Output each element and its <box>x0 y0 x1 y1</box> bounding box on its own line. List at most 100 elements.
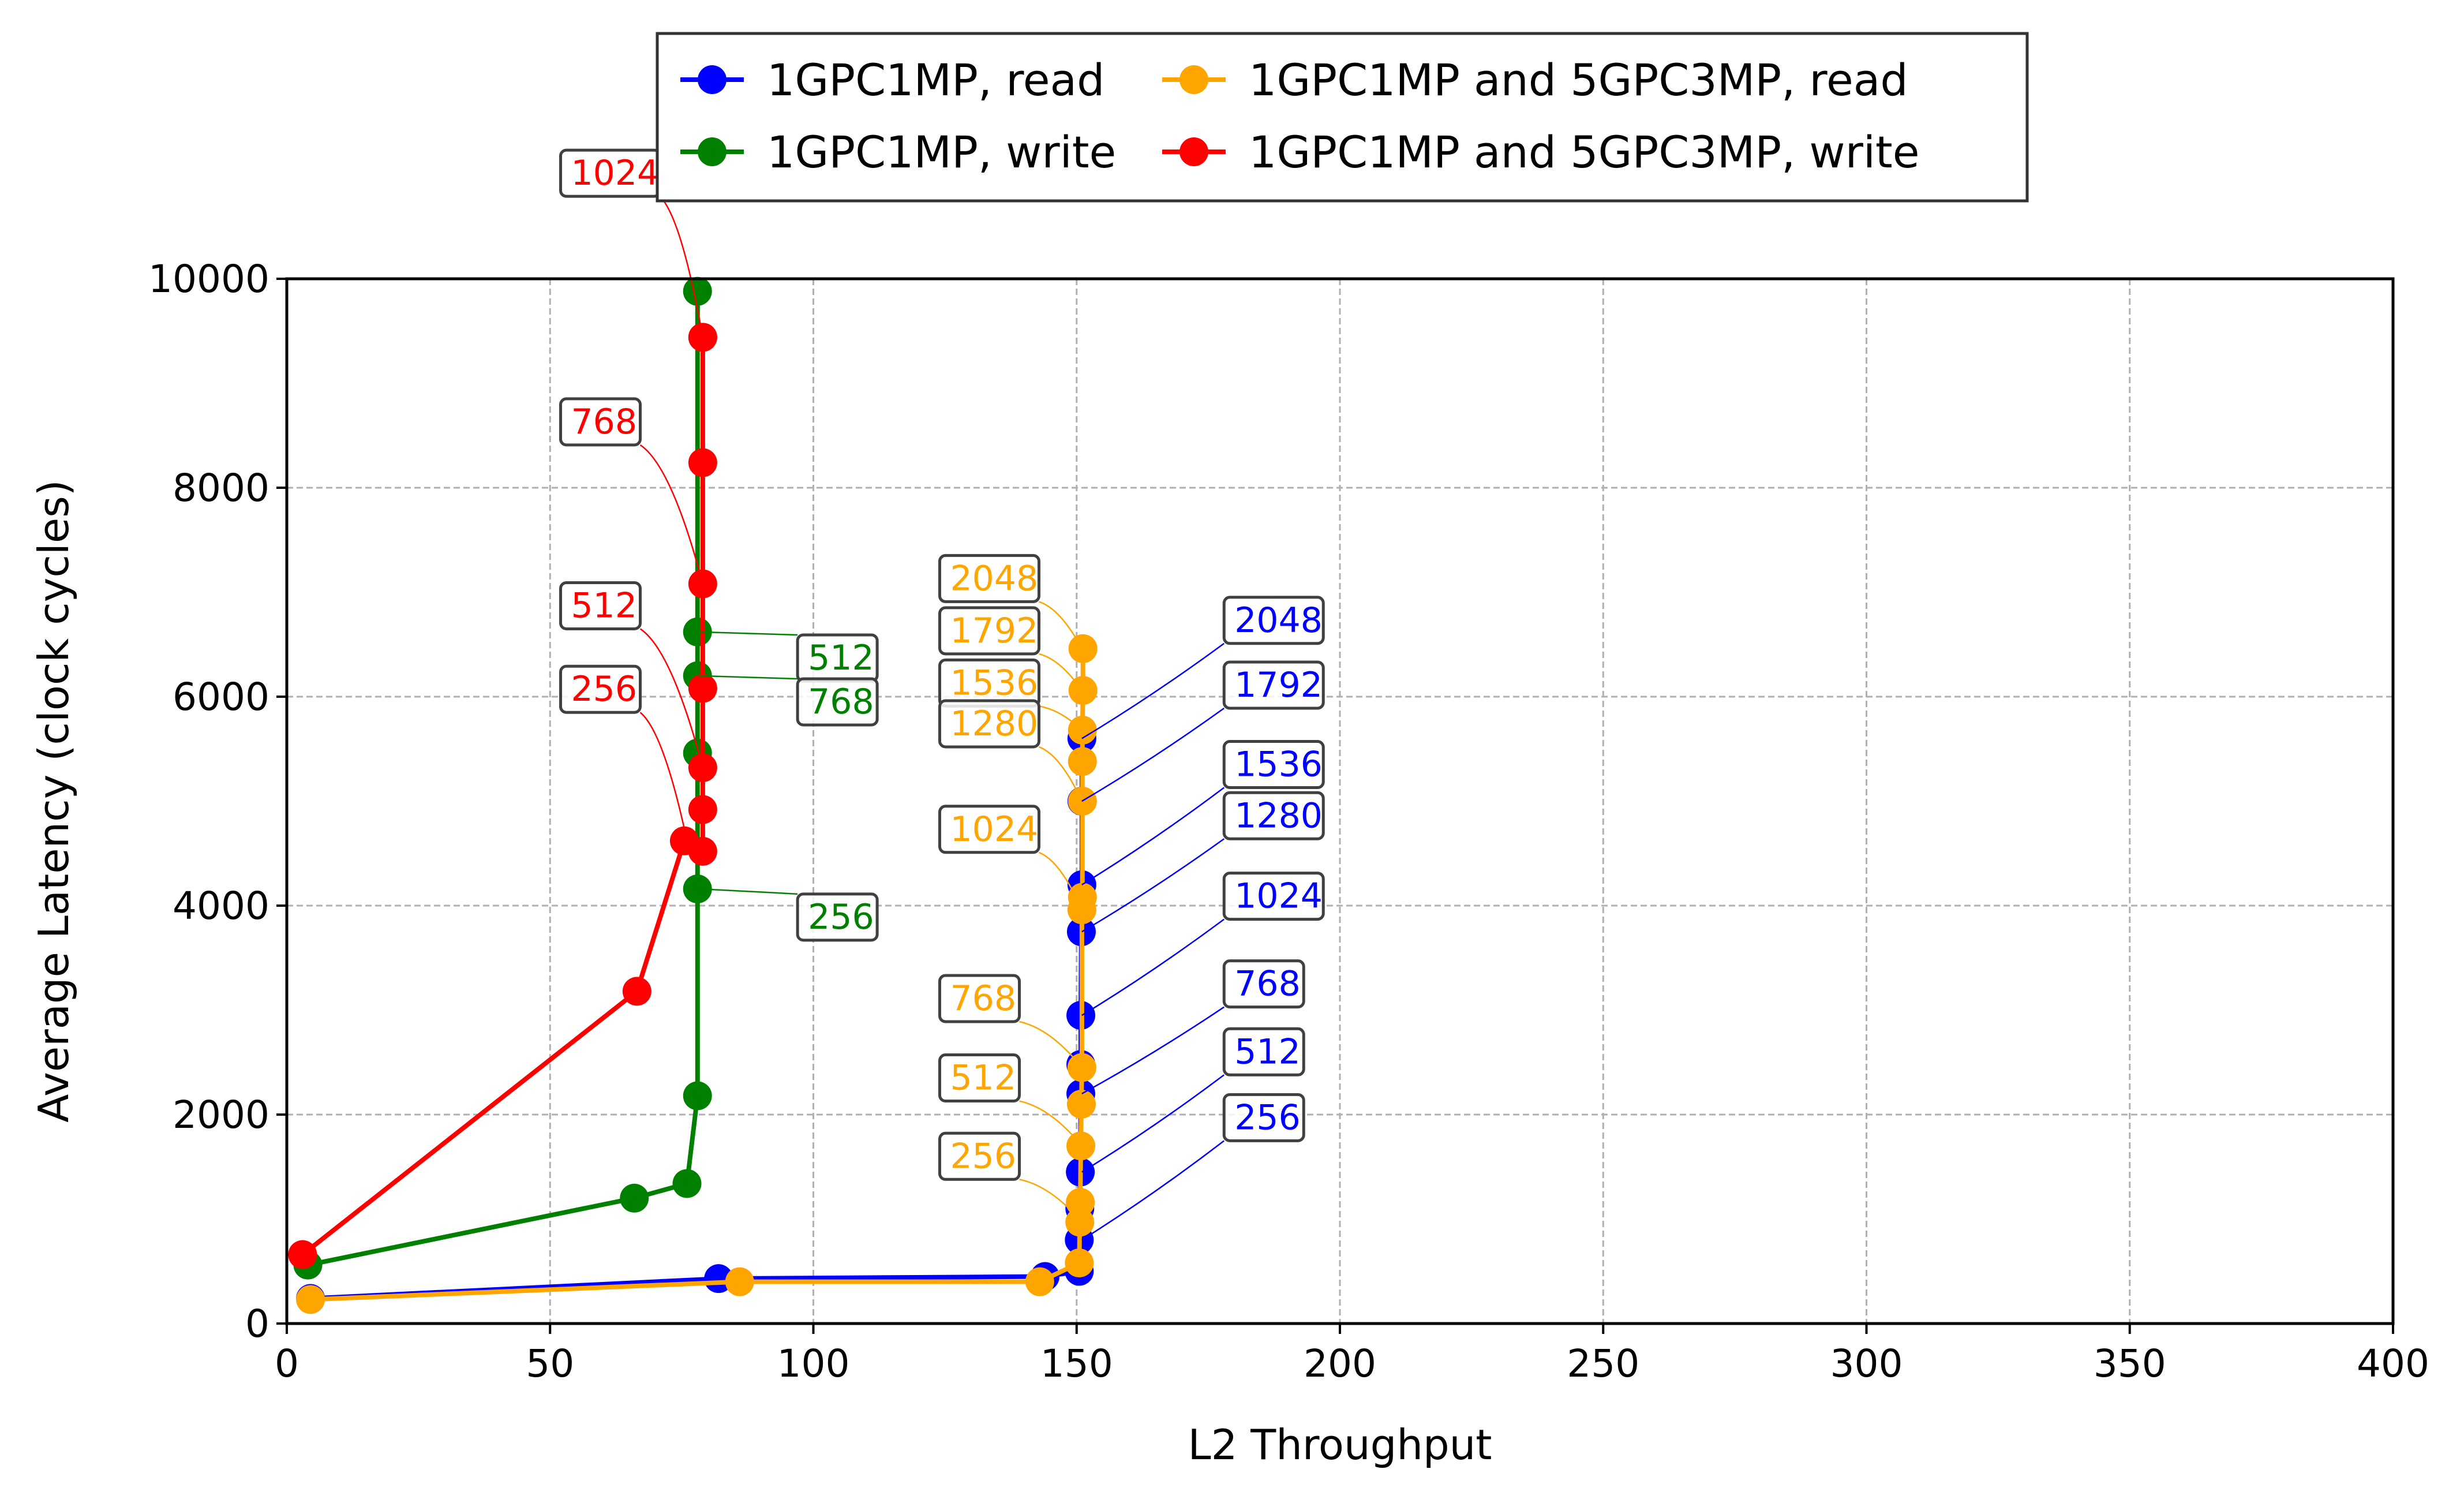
annotation-label: 768 <box>808 682 874 722</box>
annotation: 1280 <box>938 699 1083 802</box>
data-point <box>1066 1188 1095 1217</box>
annotation: 1536 <box>1081 740 1325 885</box>
annotation: 1792 <box>938 606 1083 691</box>
y-tick-label: 0 <box>245 1302 269 1346</box>
y-axis-title: Average Latency (clock cycles) <box>29 480 78 1123</box>
annotation-leader <box>1019 1100 1083 1147</box>
data-point <box>704 1264 733 1294</box>
annotation: 768 <box>559 397 704 584</box>
annotation-box <box>1222 660 1325 710</box>
annotation: 768 <box>938 974 1083 1068</box>
annotation-box <box>1222 1093 1305 1142</box>
annotation: 1536 <box>938 658 1083 731</box>
annotation-box <box>559 397 642 447</box>
annotation-label: 1024 <box>1234 876 1323 917</box>
y-tick-label: 10000 <box>148 257 269 301</box>
legend-marker <box>698 137 727 166</box>
annotation-box <box>796 677 879 727</box>
legend-marker <box>1179 137 1208 166</box>
annotation-box <box>1222 791 1325 840</box>
annotation-leader <box>1081 918 1224 1016</box>
data-point <box>683 1081 712 1111</box>
annotation-leader <box>697 888 798 895</box>
annotation: 1792 <box>1081 660 1325 802</box>
data-point <box>620 1183 649 1213</box>
annotation-leader <box>659 196 704 338</box>
series-1gpc1mp-and-5gpc3mp-read <box>296 634 1098 1314</box>
series-1gpc1mp-and-5gpc3mp-write <box>288 323 717 1269</box>
data-point <box>1025 1267 1054 1296</box>
data-point <box>1068 676 1098 705</box>
data-point <box>688 448 717 477</box>
legend-label: 1GPC1MP, write <box>767 126 1116 178</box>
annotation-label: 512 <box>571 585 638 626</box>
legend-label: 1GPC1MP and 5GPC3MP, read <box>1249 54 1908 106</box>
data-point <box>725 1267 754 1296</box>
annotation-box <box>938 606 1040 656</box>
data-point <box>688 795 717 824</box>
x-tick-label: 300 <box>1830 1341 1903 1386</box>
annotation: 512 <box>938 1053 1083 1147</box>
legend-label: 1GPC1MP, read <box>767 54 1104 106</box>
x-tick-label: 0 <box>275 1341 299 1386</box>
annotation-label: 512 <box>808 638 874 678</box>
annotation-label: 1024 <box>571 153 660 193</box>
annotation-box <box>1222 1027 1305 1076</box>
annotation-label: 256 <box>950 1136 1017 1176</box>
annotation-leader <box>1039 851 1083 910</box>
annotation-layer: 1024768512256512768256204817921536128010… <box>559 148 1325 1241</box>
annotation-box <box>559 581 642 630</box>
annotation-leader <box>1081 1140 1225 1241</box>
annotation-label: 512 <box>1234 1031 1301 1072</box>
annotation: 1024 <box>1081 872 1325 1016</box>
annotation-label: 1536 <box>1234 745 1323 785</box>
data-point <box>1066 1131 1096 1161</box>
data-point <box>683 276 712 306</box>
annotation: 512 <box>1081 1027 1305 1173</box>
data-point <box>1068 883 1097 912</box>
legend-marker <box>698 65 727 94</box>
annotation-leader <box>1039 601 1083 649</box>
annotation: 1280 <box>1081 791 1325 933</box>
y-tick-label: 2000 <box>173 1093 269 1137</box>
data-point <box>288 1240 317 1269</box>
annotation-leader <box>1081 642 1224 739</box>
annotation-box <box>938 699 1040 749</box>
annotation-leader <box>1039 653 1083 691</box>
data-point <box>1066 1089 1096 1119</box>
x-tick-label: 100 <box>777 1341 850 1386</box>
legend: 1GPC1MP, read 1GPC1MP and 5GPC3MP, read 1G… <box>656 32 2029 203</box>
annotation: 256 <box>1081 1093 1305 1241</box>
annotation-box <box>1222 596 1325 645</box>
annotation-leader <box>1019 1179 1083 1223</box>
annotation-label: 1536 <box>950 663 1039 703</box>
x-tick-label: 150 <box>1040 1341 1113 1386</box>
legend-item-1gpc1mp-read: 1GPC1MP, read <box>680 54 1104 106</box>
y-tick-label: 8000 <box>173 466 269 510</box>
annotation-box <box>938 1131 1021 1181</box>
annotation: 1024 <box>938 805 1083 910</box>
annotation-label: 256 <box>1234 1097 1301 1138</box>
annotation-box <box>559 664 642 714</box>
annotation-label: 768 <box>571 402 638 442</box>
legend-marker <box>1179 65 1208 94</box>
x-tick-label: 200 <box>1304 1341 1376 1386</box>
annotation: 2048 <box>938 554 1083 649</box>
legend-item-1gpc1mp-write: 1GPC1MP, write <box>680 126 1116 178</box>
annotation: 768 <box>697 675 879 727</box>
annotation-box <box>938 1053 1021 1103</box>
annotation: 256 <box>559 664 688 842</box>
data-point <box>1065 1248 1094 1278</box>
annotation-label: 1280 <box>950 704 1039 744</box>
annotation-box <box>1222 740 1325 790</box>
annotation: 256 <box>697 888 879 942</box>
legend-item-1gpc1mp-and-5gpc3mp-read: 1GPC1MP and 5GPC3MP, read <box>1162 54 1908 106</box>
y-tick-label: 4000 <box>173 884 269 928</box>
series-line <box>310 648 1085 1302</box>
y-axis-ticks: 0 2000 4000 6000 8000 10000 <box>148 257 287 1346</box>
data-point <box>688 674 717 703</box>
annotation-leader <box>1081 707 1224 802</box>
annotation-box <box>938 554 1040 603</box>
x-axis-ticks: 0 50 100 150 200 250 300 350 400 <box>275 1324 2429 1386</box>
annotation-label: 256 <box>808 897 874 937</box>
